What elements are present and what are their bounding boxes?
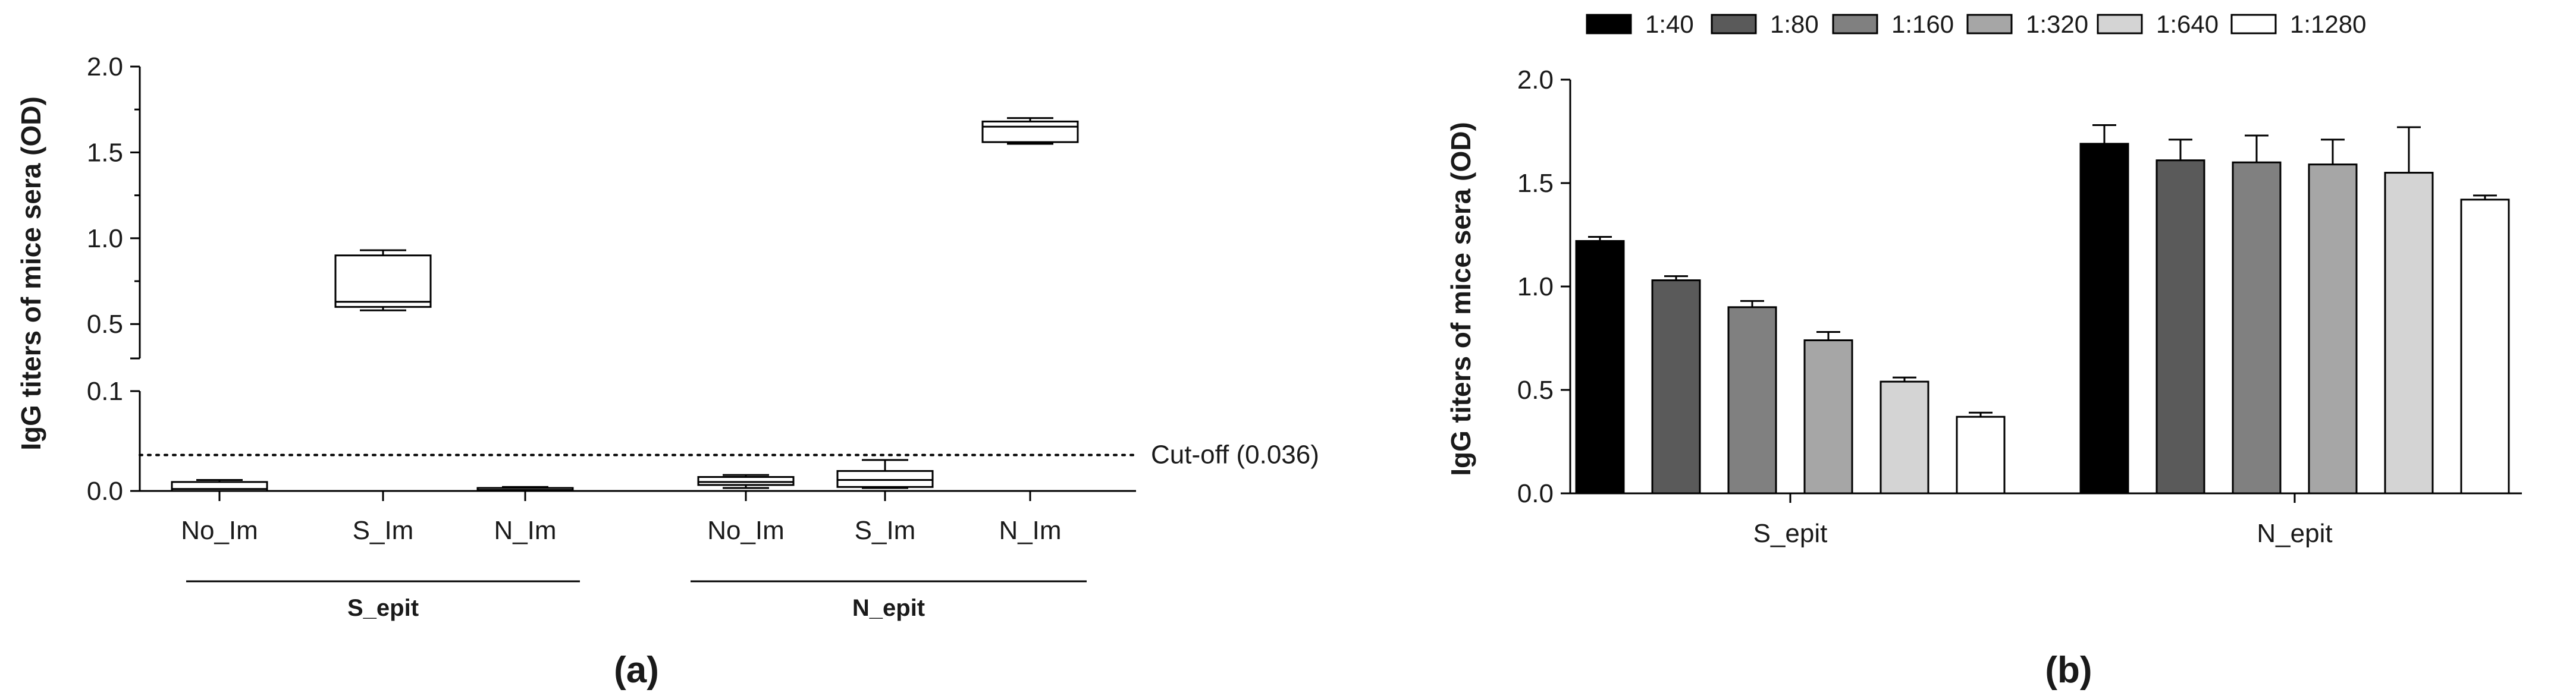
legend-item: 1:40 bbox=[1586, 10, 1694, 38]
legend: 1:40 1:80 1:160 1:320 1:640 1:1280 bbox=[1586, 10, 2366, 38]
box-n-im bbox=[981, 117, 1079, 145]
x-tick-label: No_Im bbox=[181, 516, 258, 545]
panel-a-boxes bbox=[171, 117, 1079, 492]
box-iqr bbox=[981, 120, 1079, 143]
y-tick-label: 1.5 bbox=[1517, 169, 1554, 198]
bar bbox=[2460, 199, 2510, 495]
legend-swatch bbox=[1966, 14, 2013, 34]
bar bbox=[2079, 143, 2129, 495]
panel-a-x-ticks: No_Im S_Im N_Im No_Im S_Im N_Im bbox=[181, 491, 1062, 545]
box-no-im bbox=[697, 474, 795, 489]
box-no-im bbox=[171, 479, 268, 492]
box-n-im bbox=[476, 486, 574, 492]
legend-swatch bbox=[2230, 14, 2277, 34]
group-label: S_epit bbox=[347, 595, 419, 621]
y-tick-label: 1.0 bbox=[87, 224, 123, 253]
x-tick-label: N_Im bbox=[999, 516, 1061, 545]
group-label: N_epit bbox=[852, 595, 925, 621]
bar bbox=[2232, 161, 2282, 495]
box-s-im bbox=[836, 459, 934, 489]
panel-b-x-ticks: S_epit N_epit bbox=[1753, 493, 2333, 548]
x-tick-label: S_epit bbox=[1753, 519, 1828, 548]
panel-b-y-axis-title: IgG titers of mice sera (OD) bbox=[1445, 122, 1476, 476]
legend-item: 1:1280 bbox=[2230, 10, 2366, 38]
legend-swatch bbox=[2097, 14, 2143, 34]
panel-b-label: (b) bbox=[2045, 650, 2092, 691]
legend-swatch bbox=[1832, 14, 1878, 34]
legend-swatch bbox=[1711, 14, 1757, 34]
panel-a-groups: S_epit N_epit bbox=[186, 580, 1087, 621]
box-iqr bbox=[697, 476, 795, 486]
bar bbox=[1880, 380, 1929, 495]
x-tick-label: N_epit bbox=[2257, 519, 2332, 548]
x-tick-label: No_Im bbox=[707, 516, 785, 545]
box-iqr bbox=[836, 470, 934, 488]
x-tick-label: S_Im bbox=[353, 516, 414, 545]
legend-label: 1:160 bbox=[1891, 10, 1954, 38]
bar bbox=[1575, 240, 1625, 495]
legend-label: 1:640 bbox=[2156, 10, 2219, 38]
x-tick-label: S_Im bbox=[855, 516, 916, 545]
y-tick-label: 0.1 bbox=[87, 377, 123, 406]
y-tick-label: 1.0 bbox=[1517, 272, 1554, 301]
legend-item: 1:640 bbox=[2097, 10, 2219, 38]
panel-a-label: (a) bbox=[614, 650, 659, 691]
panel-a-y-axis-title: IgG titers of mice sera (OD) bbox=[15, 96, 46, 451]
box-plot-panel: IgG titers of mice sera (OD) 0.0 0.1 0.5 1.… bbox=[15, 52, 1319, 691]
y-tick-label: 2.0 bbox=[1517, 65, 1554, 95]
bar bbox=[2155, 159, 2205, 495]
bar bbox=[1651, 279, 1701, 495]
legend-swatch bbox=[1586, 14, 1632, 34]
box-iqr bbox=[334, 254, 432, 308]
panel-b-y-ticks: 0.0 0.5 1.0 1.5 2.0 bbox=[1517, 65, 1570, 508]
bar bbox=[1803, 339, 1853, 495]
legend-label: 1:40 bbox=[1645, 10, 1694, 38]
bar bbox=[1956, 415, 2006, 495]
y-tick-label: 0.5 bbox=[87, 310, 123, 339]
bar bbox=[1727, 306, 1777, 495]
y-tick-label: 0.0 bbox=[1517, 479, 1554, 508]
legend-item: 1:160 bbox=[1832, 10, 1954, 38]
y-tick-label: 0.5 bbox=[1517, 376, 1554, 405]
panel-b-bars bbox=[1575, 124, 2510, 495]
x-tick-label: N_Im bbox=[494, 516, 556, 545]
legend-item: 1:80 bbox=[1711, 10, 1819, 38]
panel-a-y-ticks: 0.0 0.1 0.5 1.0 1.5 2.0 bbox=[87, 52, 140, 506]
cutoff-label: Cut-off (0.036) bbox=[1151, 440, 1319, 470]
y-tick-label: 0.0 bbox=[87, 477, 123, 506]
legend-label: 1:1280 bbox=[2290, 10, 2366, 38]
bar bbox=[2384, 172, 2434, 495]
bar-chart-panel: IgG titers of mice sera (OD) 0.0 0.5 1.0 1.… bbox=[1445, 10, 2522, 691]
bar bbox=[2308, 163, 2358, 495]
legend-label: 1:320 bbox=[2026, 10, 2088, 38]
box-s-im bbox=[334, 249, 432, 311]
y-tick-label: 2.0 bbox=[87, 52, 123, 81]
legend-label: 1:80 bbox=[1770, 10, 1819, 38]
y-tick-label: 1.5 bbox=[87, 138, 123, 167]
legend-item: 1:320 bbox=[1966, 10, 2088, 38]
